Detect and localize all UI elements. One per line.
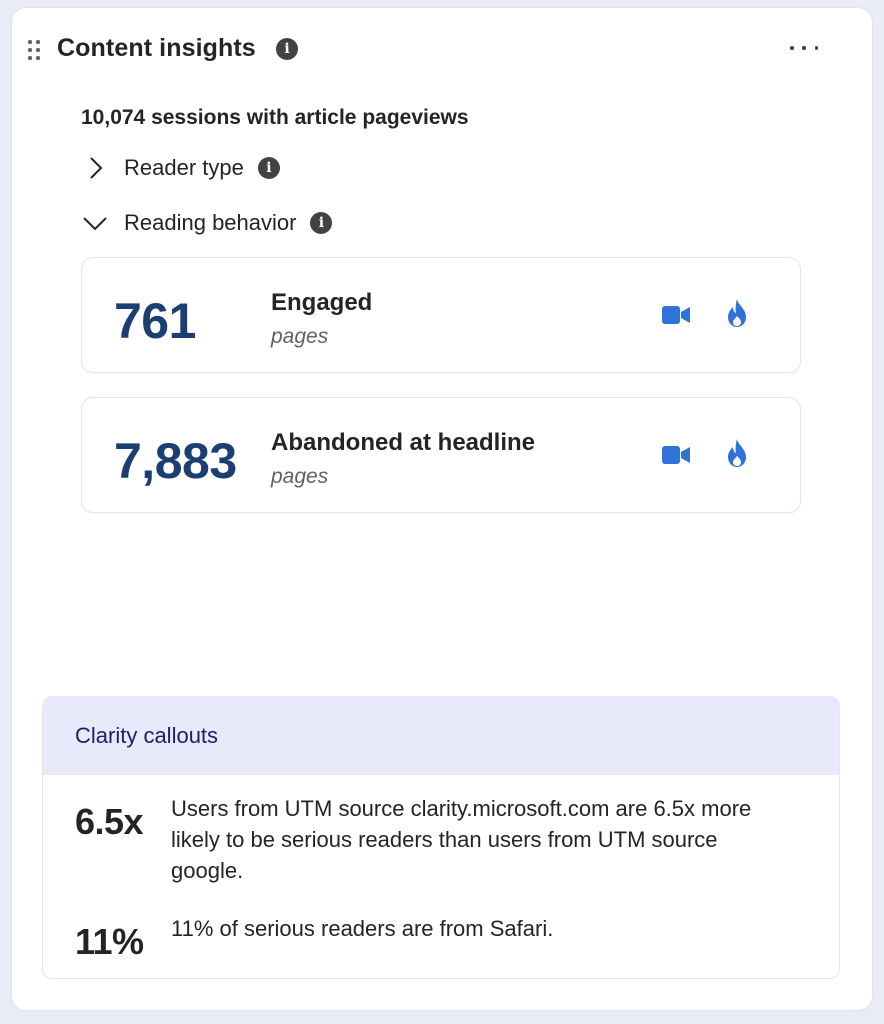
info-icon[interactable]: i xyxy=(310,212,333,234)
chevron-right-icon xyxy=(90,157,103,179)
more-horizontal-icon xyxy=(790,46,794,50)
section-reading-behavior[interactable]: Reading behavior i xyxy=(82,208,333,238)
metric-value: 7,883 xyxy=(114,433,237,489)
metric-title: Engaged xyxy=(271,289,373,316)
callout-text: Users from UTM source clarity.microsoft.… xyxy=(171,796,752,883)
metric-card-abandoned: 7,883 Abandoned at headline pages xyxy=(81,397,801,513)
drag-handle-icon[interactable] xyxy=(28,40,40,60)
callouts-header: Clarity callouts xyxy=(43,697,839,775)
flame-icon[interactable] xyxy=(726,298,748,328)
section-reader-type[interactable]: Reader type i xyxy=(82,153,280,183)
section-label: Reading behavior xyxy=(124,210,297,235)
info-icon[interactable]: i xyxy=(276,38,298,60)
more-options-button[interactable] xyxy=(786,38,822,58)
video-camera-icon[interactable] xyxy=(662,304,690,326)
section-label: Reader type xyxy=(124,155,244,180)
callouts-title: Clarity callouts xyxy=(75,723,219,748)
callout-value: 6.5x xyxy=(75,801,144,842)
card-title: Content insights xyxy=(57,34,256,62)
sessions-summary: 10,074 sessions with article pageviews xyxy=(81,106,469,129)
video-camera-icon[interactable] xyxy=(662,444,690,466)
content-insights-card: Content insights i 10,074 sessions with … xyxy=(12,8,872,1010)
metric-value: 761 xyxy=(114,293,196,349)
card-header: Content insights i xyxy=(12,8,872,92)
clarity-callouts-panel: Clarity callouts 6.5x Users from UTM sou… xyxy=(42,696,840,979)
metric-subtitle: pages xyxy=(271,325,329,348)
callout-text: 11% of serious readers are from Safari. xyxy=(171,916,554,941)
chevron-down-icon xyxy=(83,217,107,231)
metric-card-engaged: 761 Engaged pages xyxy=(81,257,801,373)
metric-subtitle: pages xyxy=(271,465,329,488)
callout-value: 11% xyxy=(75,921,144,962)
flame-icon[interactable] xyxy=(726,438,748,468)
info-icon[interactable]: i xyxy=(257,157,280,179)
metric-title: Abandoned at headline xyxy=(271,429,536,456)
